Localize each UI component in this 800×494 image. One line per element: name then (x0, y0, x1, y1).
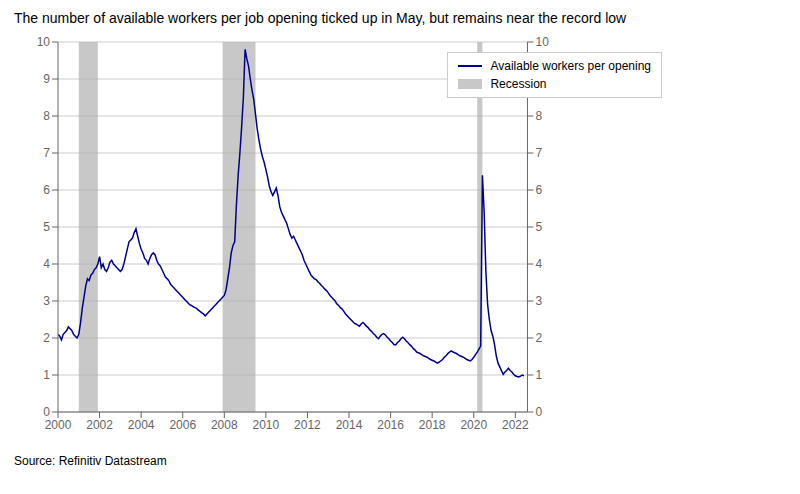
svg-text:10: 10 (535, 35, 549, 49)
svg-text:4: 4 (535, 257, 542, 271)
svg-text:4: 4 (43, 257, 50, 271)
svg-text:2: 2 (43, 331, 50, 345)
svg-text:2020: 2020 (460, 418, 487, 432)
svg-text:2002: 2002 (86, 418, 113, 432)
svg-text:2012: 2012 (294, 418, 321, 432)
svg-text:0: 0 (43, 405, 50, 419)
svg-text:6: 6 (535, 183, 542, 197)
svg-text:7: 7 (535, 146, 542, 160)
svg-text:8: 8 (43, 109, 50, 123)
svg-text:2014: 2014 (336, 418, 363, 432)
svg-text:7: 7 (43, 146, 50, 160)
svg-text:2018: 2018 (419, 418, 446, 432)
svg-text:3: 3 (535, 294, 542, 308)
svg-text:1: 1 (535, 368, 542, 382)
svg-text:0: 0 (535, 405, 542, 419)
svg-text:10: 10 (37, 35, 51, 49)
svg-text:2008: 2008 (211, 418, 238, 432)
svg-text:2000: 2000 (45, 418, 72, 432)
svg-text:2010: 2010 (253, 418, 280, 432)
svg-text:6: 6 (43, 183, 50, 197)
svg-text:9: 9 (535, 72, 542, 86)
svg-text:9: 9 (43, 72, 50, 86)
svg-text:2022: 2022 (502, 418, 529, 432)
svg-text:2016: 2016 (377, 418, 404, 432)
svg-text:2006: 2006 (169, 418, 196, 432)
svg-text:1: 1 (43, 368, 50, 382)
svg-text:8: 8 (535, 109, 542, 123)
svg-text:2: 2 (535, 331, 542, 345)
svg-text:5: 5 (43, 220, 50, 234)
svg-text:5: 5 (535, 220, 542, 234)
svg-text:2004: 2004 (128, 418, 155, 432)
svg-text:3: 3 (43, 294, 50, 308)
